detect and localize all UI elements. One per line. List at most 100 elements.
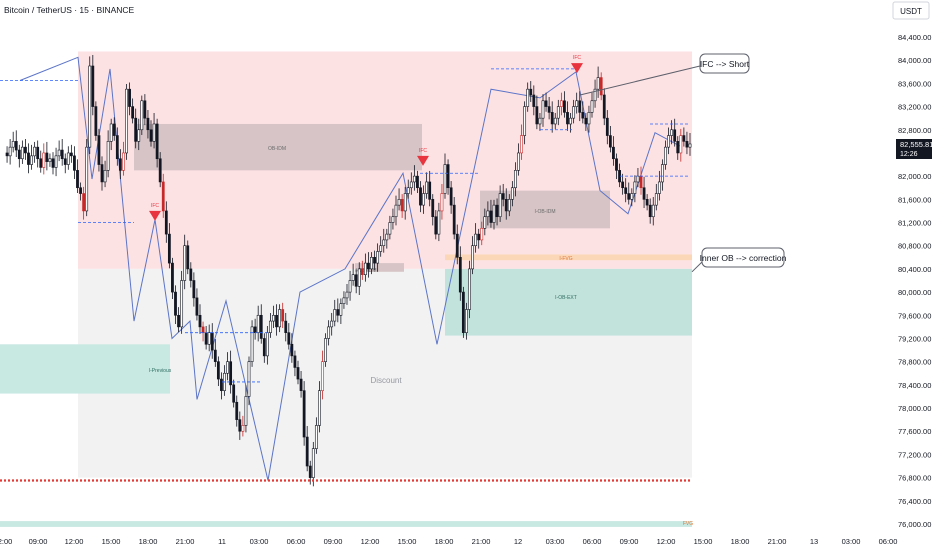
candle-body-20 bbox=[63, 158, 67, 165]
callout-ifc-short[interactable]: IFC --> Short bbox=[699, 53, 750, 74]
candle-body-67 bbox=[207, 332, 211, 345]
currency-button[interactable] bbox=[892, 1, 930, 20]
swing-layer bbox=[19, 56, 683, 481]
candle-body-10 bbox=[33, 146, 37, 157]
candle-body-45 bbox=[140, 100, 144, 131]
candle-body-25 bbox=[79, 187, 82, 194]
candle-body-186 bbox=[572, 106, 576, 119]
candle-body-36 bbox=[112, 123, 116, 136]
candle-body-33 bbox=[103, 170, 107, 183]
candle-body-51 bbox=[158, 158, 162, 183]
candle-body-205 bbox=[630, 193, 634, 200]
candle-body-55 bbox=[171, 262, 174, 293]
candle-body-42 bbox=[131, 106, 135, 119]
candle-body-90 bbox=[278, 309, 282, 328]
candle-body-128 bbox=[394, 204, 398, 218]
candle-body-5 bbox=[17, 149, 21, 160]
swing-line bbox=[19, 56, 683, 481]
candle-body-158 bbox=[486, 210, 490, 218]
candle-body-103 bbox=[318, 390, 321, 426]
candle-body-166 bbox=[510, 187, 514, 200]
candle-body-53 bbox=[164, 210, 168, 235]
price-tick-14: 78,800.00 bbox=[898, 358, 931, 367]
current-price-tag: 82,555.81 12:26 bbox=[896, 139, 932, 159]
candle-body-24 bbox=[76, 170, 79, 189]
time-tick-20: 18:00 bbox=[731, 537, 750, 546]
price-tick-2: 83,600.00 bbox=[898, 79, 931, 88]
time-tick-19: 15:00 bbox=[694, 537, 713, 546]
candle-body-38 bbox=[118, 158, 122, 171]
candle-body-154 bbox=[474, 233, 478, 247]
ifc-label-1: IFC bbox=[419, 148, 427, 154]
time-tick-3: 15:00 bbox=[102, 537, 121, 546]
candle-body-192 bbox=[590, 100, 594, 113]
candle-body-108 bbox=[333, 309, 337, 322]
candle-body-3 bbox=[11, 141, 15, 148]
zones-layer: PremiumDiscountOB-IDMI-OB-IDMI-OB-IDMI-F… bbox=[0, 51, 693, 527]
time-tick-18: 12:00 bbox=[657, 537, 676, 546]
time-tick-23: 03:00 bbox=[842, 537, 861, 546]
candle-body-145 bbox=[446, 164, 450, 189]
time-tick-22: 13 bbox=[810, 537, 818, 546]
candle-body-203 bbox=[624, 187, 628, 194]
candle-body-147 bbox=[452, 204, 456, 235]
candle-body-174 bbox=[535, 106, 539, 125]
candle-body-54 bbox=[167, 233, 171, 264]
candle-body-143 bbox=[440, 193, 444, 212]
candle-body-112 bbox=[345, 291, 349, 299]
candle-body-182 bbox=[559, 100, 563, 107]
candle-body-224 bbox=[688, 143, 692, 148]
candle-body-88 bbox=[272, 314, 275, 322]
candle-body-79 bbox=[244, 396, 248, 426]
callout-inner-ob[interactable]: Inner OB --> correction bbox=[700, 247, 787, 268]
candle-body-131 bbox=[403, 193, 407, 212]
candle-body-194 bbox=[596, 77, 600, 90]
candle-body-87 bbox=[269, 320, 272, 333]
candle-body-80 bbox=[247, 361, 251, 397]
candle-body-115 bbox=[354, 274, 358, 287]
callout-pointer-short bbox=[579, 65, 701, 96]
zone-4 bbox=[355, 263, 404, 272]
candle-body-183 bbox=[563, 100, 566, 113]
candle-body-132 bbox=[406, 187, 410, 194]
candle-body-206 bbox=[633, 181, 637, 194]
candle-body-130 bbox=[400, 199, 404, 212]
candle-body-213 bbox=[654, 193, 658, 206]
candle-body-31 bbox=[97, 135, 101, 165]
candle-body-4 bbox=[14, 141, 18, 151]
zone-3 bbox=[480, 190, 610, 229]
candle-body-199 bbox=[612, 146, 615, 160]
countdown: 12:26 bbox=[900, 151, 918, 158]
zone-5 bbox=[445, 254, 692, 261]
candle-body-68 bbox=[210, 332, 214, 351]
candle-body-221 bbox=[679, 135, 683, 154]
zone-7 bbox=[0, 344, 170, 394]
candle-body-178 bbox=[547, 106, 551, 113]
candle-body-43 bbox=[134, 117, 138, 142]
candle-body-21 bbox=[66, 152, 70, 165]
price-tick-6: 82,000.00 bbox=[898, 172, 931, 181]
candle-body-188 bbox=[578, 100, 582, 113]
candle-body-48 bbox=[149, 129, 153, 142]
candle-body-22 bbox=[69, 152, 73, 157]
candle-body-118 bbox=[363, 262, 367, 276]
candle-body-64 bbox=[198, 314, 202, 328]
price-tick-0: 84,400.00 bbox=[898, 33, 931, 42]
candle-body-75 bbox=[232, 384, 236, 403]
candle-body-153 bbox=[471, 245, 474, 270]
candle-body-124 bbox=[382, 239, 386, 247]
candle-body-111 bbox=[342, 297, 346, 304]
ifc-label-0: IFC bbox=[151, 203, 159, 209]
zone-label-8: FVG bbox=[683, 521, 693, 527]
candle-body-73 bbox=[226, 361, 229, 374]
candle-body-141 bbox=[434, 216, 438, 235]
candle-body-23 bbox=[73, 155, 76, 171]
candle-body-70 bbox=[216, 361, 220, 380]
candle-body-212 bbox=[651, 204, 655, 218]
price-tick-18: 77,200.00 bbox=[898, 450, 931, 459]
candle-body-34 bbox=[106, 141, 110, 171]
zone-label-1: Discount bbox=[370, 376, 402, 385]
candle-body-220 bbox=[676, 141, 680, 154]
candle-body-204 bbox=[627, 193, 631, 200]
